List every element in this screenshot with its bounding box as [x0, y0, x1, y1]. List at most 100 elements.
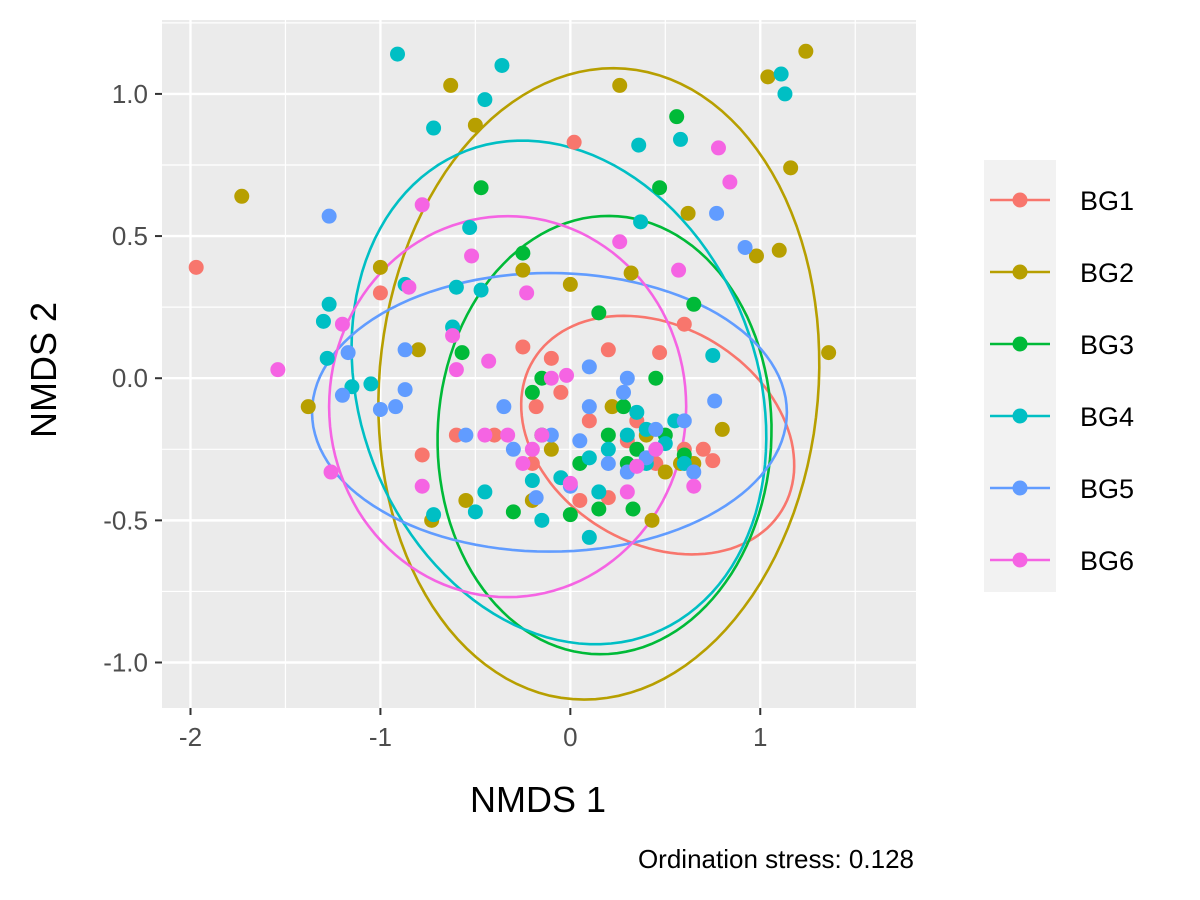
x-tick-label: 1: [753, 722, 767, 752]
point-bg3: [669, 109, 685, 125]
point-bg5: [709, 205, 725, 221]
point-bg5: [340, 345, 356, 361]
legend-key-point: [1012, 264, 1028, 280]
point-bg4: [426, 507, 442, 523]
point-bg4: [633, 214, 649, 230]
point-bg1: [566, 134, 582, 150]
point-bg5: [496, 399, 512, 415]
point-bg1: [553, 384, 569, 400]
point-bg4: [448, 279, 464, 295]
point-bg2: [623, 265, 639, 281]
point-bg6: [612, 234, 628, 250]
legend: BG1 BG2 BG3 BG4 BG5 BG6: [984, 160, 1134, 592]
data-points: [188, 43, 837, 545]
y-tick-label: 0.0: [112, 363, 148, 393]
point-bg5: [397, 382, 413, 398]
point-bg3: [648, 370, 664, 386]
x-axis-title: NMDS 1: [470, 779, 606, 820]
point-bg3: [454, 345, 470, 361]
point-bg1: [581, 413, 597, 429]
legend-key-point: [1012, 336, 1028, 352]
point-bg5: [737, 239, 753, 255]
point-bg6: [481, 353, 497, 369]
point-bg4: [390, 46, 406, 62]
point-bg5: [600, 456, 616, 472]
confidence-ellipses: [310, 66, 821, 701]
ellipse-bg1: [519, 314, 796, 556]
point-bg5: [372, 401, 388, 417]
point-bg6: [559, 367, 575, 383]
point-bg2: [798, 43, 814, 59]
point-bg2: [748, 248, 764, 264]
point-bg4: [494, 57, 510, 73]
point-bg6: [464, 248, 480, 264]
point-bg2: [760, 69, 776, 85]
point-bg1: [695, 441, 711, 457]
y-axis-ticks: -1.0 -0.5 0.0 0.5 1.0: [103, 79, 162, 678]
point-bg1: [528, 399, 544, 415]
point-bg6: [445, 328, 461, 344]
point-bg6: [414, 197, 430, 213]
point-bg6: [710, 140, 726, 156]
point-bg6: [648, 441, 664, 457]
point-bg1: [414, 447, 430, 463]
point-bg6: [500, 427, 516, 443]
point-bg6: [524, 441, 540, 457]
point-bg2: [467, 117, 483, 133]
legend-key-point: [1012, 408, 1028, 424]
point-bg1: [652, 345, 668, 361]
legend-label-bg5: BG5: [1080, 474, 1134, 504]
point-bg2: [410, 342, 426, 358]
point-bg6: [562, 475, 578, 491]
point-bg4: [619, 427, 635, 443]
point-bg1: [705, 453, 721, 469]
point-bg4: [777, 86, 793, 102]
point-bg3: [562, 507, 578, 523]
point-bg2: [783, 160, 799, 176]
point-bg2: [657, 464, 673, 480]
legend-label-bg6: BG6: [1080, 546, 1134, 576]
point-bg6: [686, 478, 702, 494]
point-bg1: [572, 492, 588, 508]
point-bg2: [604, 399, 620, 415]
point-bg6: [543, 370, 559, 386]
point-bg6: [671, 262, 687, 278]
legend-key-point: [1012, 552, 1028, 568]
point-bg4: [319, 350, 335, 366]
point-bg2: [372, 259, 388, 275]
point-bg4: [477, 484, 493, 500]
point-bg2: [562, 276, 578, 292]
point-bg6: [323, 464, 339, 480]
point-bg5: [616, 384, 632, 400]
point-bg6: [448, 362, 464, 378]
point-bg3: [591, 501, 607, 517]
point-bg4: [462, 220, 478, 236]
point-bg5: [686, 464, 702, 480]
x-tick-label: 0: [563, 722, 577, 752]
point-bg4: [477, 92, 493, 108]
point-bg5: [581, 399, 597, 415]
point-bg3: [616, 399, 632, 415]
point-bg1: [600, 342, 616, 358]
point-bg1: [543, 350, 559, 366]
point-bg5: [528, 490, 544, 506]
point-bg4: [631, 137, 647, 153]
point-bg3: [625, 501, 641, 517]
stress-caption: Ordination stress: 0.128: [638, 844, 914, 874]
point-bg4: [600, 441, 616, 457]
point-bg2: [612, 77, 628, 93]
point-bg4: [581, 450, 597, 466]
point-bg2: [644, 512, 660, 528]
point-bg4: [321, 296, 337, 312]
point-bg2: [714, 421, 730, 437]
point-bg5: [321, 208, 337, 224]
y-tick-label: 1.0: [112, 79, 148, 109]
point-bg4: [581, 529, 597, 545]
point-bg4: [705, 347, 721, 363]
point-bg2: [458, 492, 474, 508]
point-bg1: [372, 285, 388, 301]
point-bg5: [458, 427, 474, 443]
point-bg5: [707, 393, 723, 409]
legend-key-point: [1012, 480, 1028, 496]
